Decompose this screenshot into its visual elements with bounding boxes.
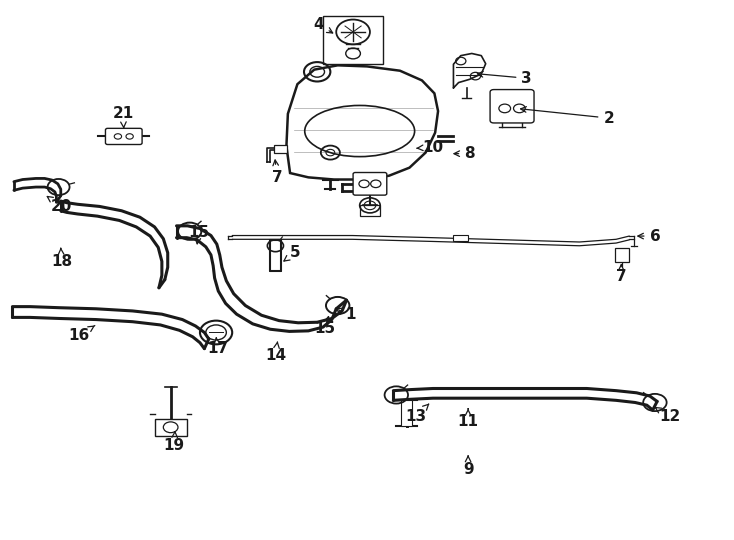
Text: 14: 14 [265,342,286,362]
Text: 8: 8 [454,146,475,161]
Text: 6: 6 [638,228,661,244]
Bar [155,418,186,436]
Text: 7: 7 [272,160,282,185]
Text: 16: 16 [68,326,95,343]
Text: 2: 2 [520,107,614,126]
FancyBboxPatch shape [106,129,142,145]
Text: 19: 19 [164,431,185,453]
Bar [274,145,287,153]
Bar [614,248,629,262]
Text: 9: 9 [463,456,473,477]
Bar [454,235,468,241]
Text: 12: 12 [655,408,680,424]
Text: 20: 20 [47,197,72,214]
Text: 3: 3 [477,71,532,86]
Text: 5: 5 [284,245,300,261]
Bar [401,400,413,426]
Text: 4: 4 [313,17,333,33]
Text: 1: 1 [335,307,356,322]
Text: 15: 15 [315,316,335,336]
Text: 15: 15 [188,225,209,244]
Text: 17: 17 [207,338,228,356]
Text: 18: 18 [51,248,72,269]
Text: 11: 11 [457,409,479,429]
PathPatch shape [286,65,438,179]
Text: 10: 10 [417,140,443,154]
Text: 21: 21 [112,106,134,127]
Text: 13: 13 [405,404,429,424]
Text: 7: 7 [616,265,627,284]
Bar [323,16,383,64]
Bar [360,205,380,216]
FancyBboxPatch shape [490,90,534,123]
FancyBboxPatch shape [353,172,387,195]
